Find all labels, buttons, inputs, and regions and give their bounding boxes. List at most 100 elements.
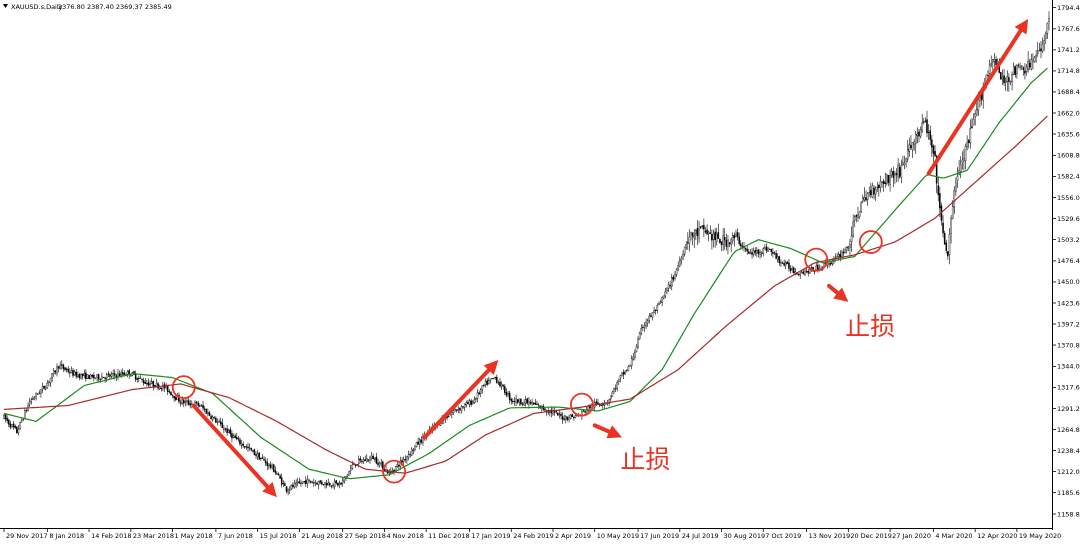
candle [956, 167, 959, 188]
arrow-up-icon [926, 18, 1029, 176]
signal-circle [569, 392, 594, 417]
candle [160, 387, 163, 392]
candle [465, 400, 468, 408]
candle [757, 248, 760, 258]
candle [1024, 63, 1026, 80]
time-tick-label: 20 Dec 2019 [850, 532, 892, 540]
candle [939, 186, 941, 218]
candle [568, 414, 570, 423]
candle [359, 455, 362, 463]
time-tick-label: 15 Jul 2018 [260, 532, 297, 540]
candle [963, 149, 965, 171]
candle [8, 418, 10, 428]
candle [671, 273, 673, 291]
candle [406, 455, 408, 464]
candle [473, 396, 476, 404]
candle [603, 399, 606, 410]
candle [634, 349, 636, 361]
candle [1033, 55, 1036, 63]
symbol-marker-icon [3, 4, 8, 8]
candle [669, 280, 671, 290]
candle [263, 456, 265, 461]
candle [544, 407, 546, 413]
candle [288, 486, 291, 494]
candle [232, 433, 235, 439]
candle [1003, 68, 1005, 87]
price-tick-label: 1794.40 [1057, 4, 1080, 12]
candle [264, 457, 267, 466]
candle [280, 473, 283, 488]
candle [680, 255, 683, 265]
candle [626, 369, 628, 373]
candle [213, 416, 216, 420]
candle [882, 179, 885, 192]
candle [775, 249, 777, 259]
candle [463, 403, 466, 411]
candle [801, 270, 803, 274]
ma-fast-line [3, 67, 1048, 480]
price-tick-label: 1344.00 [1057, 363, 1080, 371]
candle [285, 486, 288, 494]
time-tick-label: 4 Nov 2018 [386, 532, 424, 540]
candle [256, 449, 259, 461]
candle [337, 482, 339, 488]
candle [937, 176, 940, 202]
candle [927, 123, 930, 140]
candle [898, 162, 901, 179]
candle [783, 259, 785, 267]
candle [12, 420, 15, 430]
candle [221, 418, 224, 429]
candle [306, 475, 309, 488]
candle [122, 368, 124, 377]
candle [260, 457, 262, 461]
candle [279, 473, 281, 480]
candle [370, 452, 373, 461]
candle [118, 370, 121, 377]
candle [481, 385, 484, 394]
candle [733, 232, 736, 247]
candle [219, 417, 222, 427]
candle [25, 408, 28, 413]
candle [187, 397, 190, 406]
price-tick-label: 1291.20 [1057, 405, 1080, 413]
candle [707, 230, 710, 242]
time-tick-label: 27 Sep 2018 [345, 532, 386, 540]
candle [44, 385, 47, 391]
candle [507, 390, 509, 398]
time-tick-label: 17 Jun 2019 [640, 532, 679, 540]
time-tick-label: 8 Jan 2018 [49, 532, 84, 540]
candle [802, 269, 805, 275]
price-tick-label: 1264.80 [1057, 426, 1080, 434]
candle [457, 405, 460, 414]
price-tick-label: 1397.20 [1057, 320, 1080, 328]
candle [1043, 34, 1045, 51]
candle [322, 484, 325, 486]
candle [54, 370, 57, 375]
candle [1012, 62, 1015, 76]
candle [666, 287, 668, 294]
price-tick-label: 1556.00 [1057, 194, 1080, 202]
symbol-label: XAUUSD.s,Daily [11, 3, 63, 11]
candle [199, 403, 201, 408]
candle [149, 380, 151, 389]
candle [16, 426, 18, 435]
candle [210, 414, 212, 421]
ma-slow-line [3, 115, 1048, 474]
candle [767, 246, 769, 252]
candle [497, 380, 500, 386]
candle [910, 135, 912, 151]
candle [93, 372, 95, 382]
candle [630, 355, 633, 370]
candle [51, 373, 53, 382]
candle [489, 378, 492, 384]
candle [101, 372, 103, 380]
candle [417, 437, 419, 445]
candle [870, 182, 872, 199]
candle [651, 312, 654, 321]
candle [772, 247, 774, 258]
price-tick-label: 1317.60 [1057, 384, 1080, 392]
candle [305, 476, 307, 487]
candle [61, 360, 63, 370]
